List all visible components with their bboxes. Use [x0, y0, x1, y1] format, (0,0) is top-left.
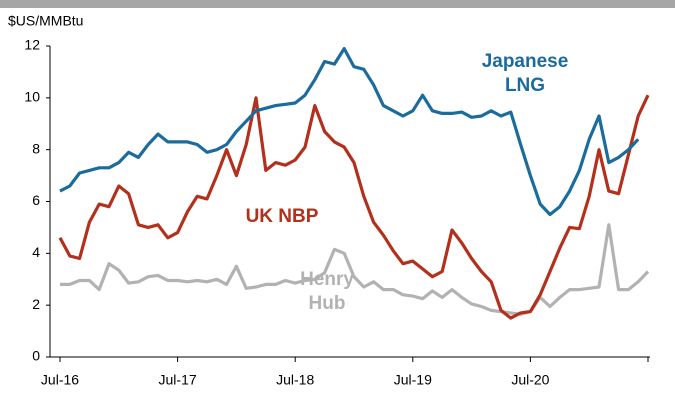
series-line — [60, 223, 650, 316]
y-tick-label: 12 — [24, 37, 40, 53]
series-line — [58, 94, 650, 320]
y-tick-label: 2 — [32, 296, 40, 312]
y-tick-label: 4 — [32, 244, 40, 260]
y-tick-label: 0 — [32, 348, 40, 364]
series-label: UK NBP — [245, 206, 319, 227]
series-label: Japanese LNG — [481, 51, 569, 96]
x-tick-label: Jul-17 — [159, 372, 197, 388]
y-tick-label: 6 — [32, 192, 40, 208]
x-tick-label: Jul-16 — [41, 372, 79, 388]
series-line — [59, 47, 640, 217]
y-tick-label: 8 — [32, 140, 40, 156]
y-tick-label: 10 — [24, 89, 40, 105]
series-label: Henry Hub — [300, 269, 354, 314]
y-axis-title: $US/MMBtu — [8, 13, 83, 29]
top-bar — [0, 0, 675, 8]
x-tick-label: Jul-19 — [394, 372, 432, 388]
x-tick-label: Jul-20 — [511, 372, 549, 388]
x-tick-label: Jul-18 — [276, 372, 314, 388]
